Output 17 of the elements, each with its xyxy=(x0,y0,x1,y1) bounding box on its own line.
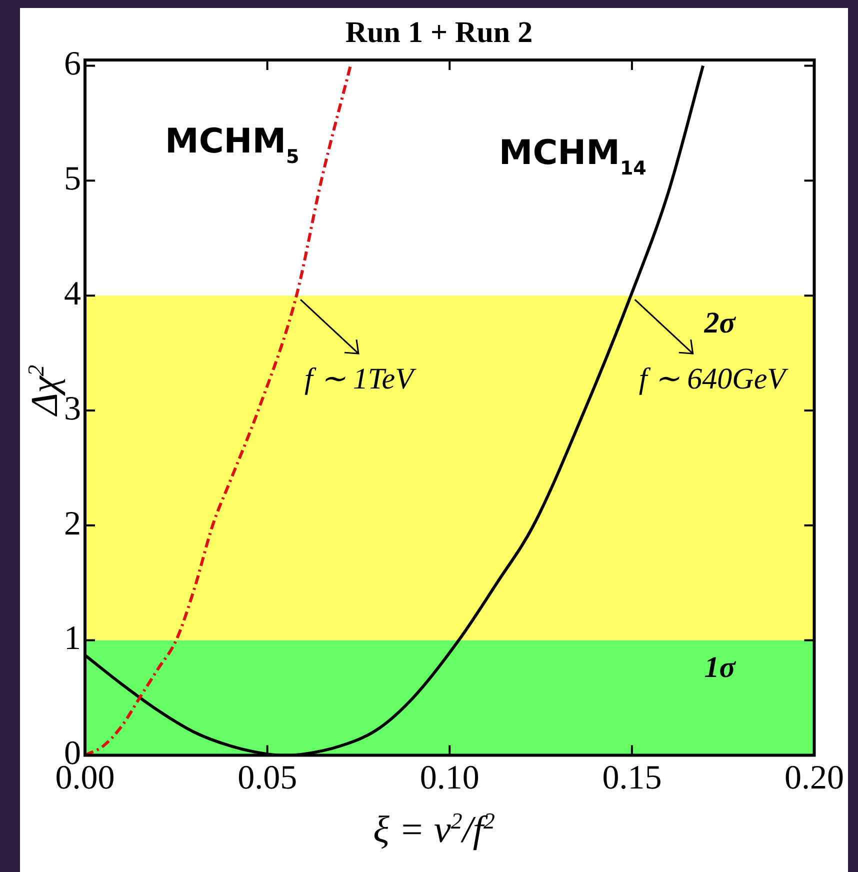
y-tick-label: 3 xyxy=(64,390,81,428)
annotation: f ∼ 1TeV xyxy=(304,362,418,396)
band-label: 2σ xyxy=(703,306,736,340)
x-tick-label: 0.15 xyxy=(602,760,662,797)
y-tick-label: 2 xyxy=(64,505,81,542)
y-tick-label: 5 xyxy=(64,160,81,198)
line-series xyxy=(85,64,352,756)
y-tick-label: 1 xyxy=(64,620,81,658)
chart-title: Run 1 + Run 2 xyxy=(345,16,533,49)
x-tick-label: 0.10 xyxy=(420,760,480,797)
x-tick-label: 0.20 xyxy=(784,760,844,797)
x-tick-label: 0.05 xyxy=(238,760,298,797)
x-axis-title: ξ = v$^{2}$/f$^{2}$ xyxy=(372,808,496,852)
annotation: f ∼ 640GeV xyxy=(638,362,790,396)
band-label: 1σ xyxy=(704,651,736,684)
y-tick-label: 6 xyxy=(64,46,81,83)
y-tick-label: 4 xyxy=(64,275,81,312)
